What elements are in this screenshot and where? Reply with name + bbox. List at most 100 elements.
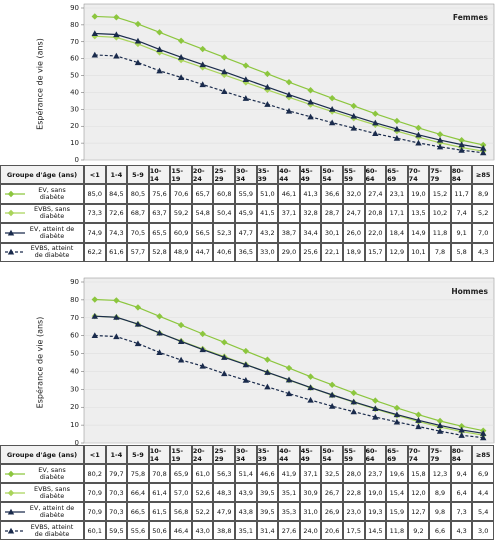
- table-cell: 4,4: [472, 483, 494, 502]
- legend-icon: [5, 508, 25, 515]
- marker: [480, 434, 487, 441]
- marker: [113, 14, 120, 21]
- marker: [199, 346, 206, 353]
- legend-label: EV, atteint de diabète: [29, 224, 75, 240]
- column-header: 55-59: [342, 165, 365, 185]
- marker: [285, 94, 293, 101]
- table-cell: 6,9: [472, 464, 494, 483]
- table-cell: 19,3: [364, 502, 387, 521]
- table-cell: 22,0: [364, 223, 387, 243]
- y-tick-label: 20: [70, 403, 79, 411]
- table-cell: 15,7: [364, 242, 387, 262]
- marker: [393, 135, 401, 141]
- column-header: <1: [84, 445, 106, 464]
- table-cell: 55,6: [127, 521, 149, 540]
- marker: [242, 62, 250, 69]
- table-cell: 32,8: [299, 203, 322, 224]
- table-cell: 5,4: [472, 502, 494, 521]
- y-tick-label: 60: [70, 55, 79, 63]
- marker: [458, 137, 465, 144]
- column-header: 40-44: [278, 165, 300, 185]
- y-tick-label: 90: [70, 4, 79, 12]
- marker: [328, 391, 336, 398]
- marker: [307, 113, 314, 120]
- table-cell: 5,2: [472, 203, 494, 224]
- marker: [242, 95, 250, 101]
- marker: [458, 426, 465, 433]
- table-cell: 20,6: [321, 521, 343, 540]
- table-cell: 7,3: [450, 502, 473, 521]
- table-cell: 3,0: [472, 521, 494, 540]
- table-cell: 54,8: [191, 203, 214, 224]
- marker: [307, 101, 314, 108]
- marker: [199, 61, 206, 68]
- column-header: 55-59: [342, 445, 365, 464]
- marker: [156, 46, 163, 52]
- marker: [156, 313, 163, 320]
- column-header: <1: [84, 165, 106, 185]
- column-header: 60-64: [364, 445, 387, 464]
- marker: [242, 347, 250, 355]
- marker: [480, 430, 487, 436]
- table-cell: 12,3: [429, 464, 451, 483]
- table-cell: 9,8: [429, 502, 451, 521]
- chart: 0 10 20 30 40 50 60 70 80 90 Espérance de vie (ans…: [35, 277, 495, 445]
- table-cell: 11,8: [386, 521, 408, 540]
- table-cell: 33,0: [256, 242, 279, 262]
- marker: [7, 527, 15, 534]
- table-cell: 18,9: [342, 242, 365, 262]
- table-cell: 59,5: [105, 521, 128, 540]
- marker: [350, 102, 357, 110]
- table-cell: 47,7: [235, 223, 257, 243]
- table-cell: 23,1: [386, 184, 408, 204]
- table-cell: 57,7: [127, 242, 149, 262]
- marker: [156, 29, 163, 36]
- marker: [221, 354, 228, 360]
- marker: [113, 31, 120, 38]
- table-cell: 51,0: [256, 184, 279, 204]
- table-cell: 80,2: [84, 464, 106, 483]
- table-cell: 28,0: [342, 464, 365, 483]
- marker: [307, 373, 314, 380]
- marker: [221, 54, 228, 61]
- table-cell: 73,3: [84, 203, 106, 224]
- table-cell: 14,5: [364, 521, 387, 540]
- marker: [480, 149, 487, 156]
- y-tick-label: 80: [70, 21, 79, 29]
- table-cell: 41,5: [256, 203, 279, 224]
- table-cell: 50,4: [213, 203, 236, 224]
- table-cell: 70,8: [148, 464, 171, 483]
- column-header: 60-64: [364, 165, 387, 185]
- column-header: 45-49: [299, 165, 322, 185]
- marker: [372, 119, 379, 126]
- table-cell: 50,6: [148, 521, 171, 540]
- legend-icon: [5, 470, 25, 477]
- column-header: 25-29: [213, 445, 236, 464]
- marker: [177, 356, 185, 363]
- marker: [199, 81, 206, 88]
- marker: [350, 389, 357, 397]
- table-cell: 43,0: [191, 521, 214, 540]
- y-tick-label: 30: [70, 385, 79, 393]
- y-tick-label: 70: [70, 38, 79, 46]
- legend-icon: [5, 527, 25, 534]
- marker: [242, 361, 250, 368]
- table-cell: 61,5: [148, 502, 171, 521]
- marker: [242, 79, 250, 86]
- column-header: 25-29: [213, 165, 236, 185]
- table-cell: 62,2: [84, 242, 106, 262]
- marker: [285, 376, 293, 383]
- table-cell: 6,4: [450, 483, 473, 502]
- table-cell: 70,9: [84, 483, 106, 502]
- table-cell: 74,3: [105, 223, 128, 243]
- table-cell: 26,0: [342, 223, 365, 243]
- table-cell: 56,5: [191, 223, 214, 243]
- table-cell: 31,4: [256, 521, 279, 540]
- marker: [285, 364, 293, 372]
- column-header: 15-19: [170, 165, 192, 185]
- marker: [264, 356, 271, 363]
- marker: [372, 397, 379, 404]
- table-cell: 80,5: [127, 184, 149, 204]
- table-cell: 37,1: [278, 203, 300, 224]
